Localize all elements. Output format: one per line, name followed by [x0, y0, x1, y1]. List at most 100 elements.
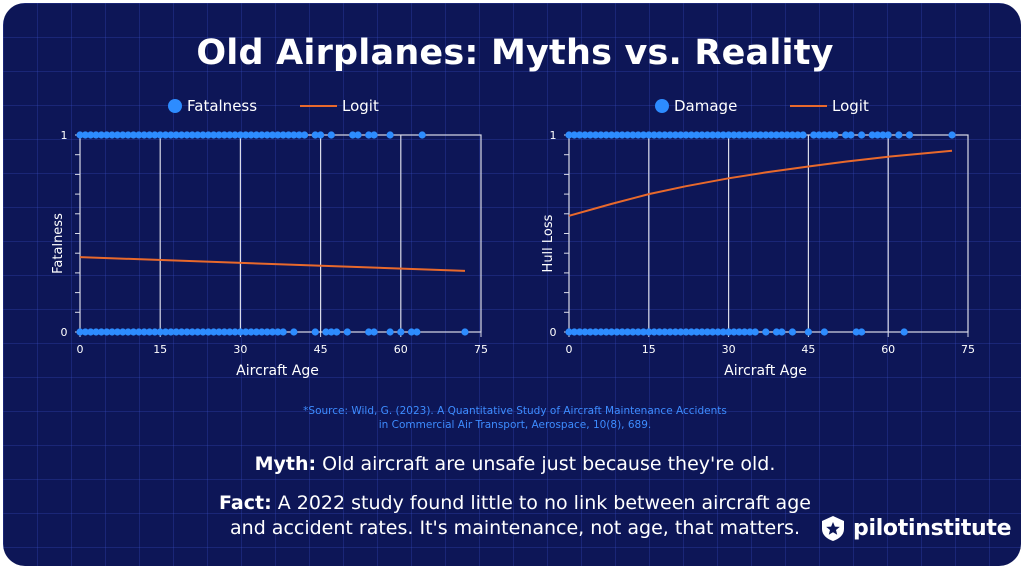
- data-point: [629, 131, 637, 139]
- data-point: [199, 328, 207, 336]
- data-point: [735, 328, 743, 336]
- data-point: [756, 131, 765, 139]
- data-point: [634, 131, 642, 139]
- data-point: [161, 328, 170, 336]
- data-point: [661, 131, 669, 139]
- data-point: [172, 328, 180, 336]
- data-point: [655, 328, 664, 336]
- data-point: [140, 328, 148, 336]
- data-point: [236, 328, 244, 336]
- data-point: [135, 328, 143, 336]
- data-point: [778, 328, 786, 336]
- chart-1: 0 15 30 45 60 75 1 0 Aircraft Age Fatalness Fataln…: [51, 97, 488, 379]
- data-point: [677, 131, 685, 139]
- data-point: [826, 131, 834, 139]
- data-point: [746, 328, 754, 336]
- data-point: [597, 131, 605, 139]
- data-point: [767, 131, 775, 139]
- data-point: [735, 131, 743, 139]
- data-point: [639, 131, 648, 139]
- data-point: [199, 131, 207, 139]
- data-point: [714, 131, 722, 139]
- data-point: [623, 328, 632, 336]
- x-tick-label: 30: [233, 343, 247, 356]
- x-tick-label: 75: [961, 343, 975, 356]
- data-point: [794, 131, 802, 139]
- data-point: [81, 328, 89, 336]
- data-point: [236, 131, 244, 139]
- chart-2: 0 15 30 45 60 75 1 0 Aircraft Age Hull Loss Damage…: [541, 97, 975, 379]
- data-point: [311, 131, 319, 139]
- data-point: [124, 328, 132, 336]
- data-point: [226, 131, 234, 139]
- data-point: [613, 328, 621, 336]
- data-point: [719, 328, 727, 336]
- data-point: [852, 328, 860, 336]
- data-point: [386, 328, 394, 336]
- data-point: [772, 131, 781, 139]
- data-point: [108, 131, 116, 139]
- data-point: [650, 131, 658, 139]
- data-point: [639, 328, 648, 336]
- data-point: [204, 131, 212, 139]
- charts-area: 0 15 30 45 60 75 1 0 Aircraft Age Fatalness Fataln…: [51, 97, 975, 379]
- data-point: [151, 131, 159, 139]
- data-point: [623, 131, 632, 139]
- data-point: [602, 131, 610, 139]
- data-point: [671, 328, 680, 336]
- data-point: [581, 328, 589, 336]
- data-point: [693, 328, 701, 336]
- data-point: [87, 131, 95, 139]
- data-point: [103, 328, 111, 336]
- data-point: [274, 131, 282, 139]
- legend-label-points: Damage: [674, 97, 737, 115]
- data-point: [343, 328, 351, 336]
- data-point: [145, 131, 154, 139]
- data-point: [177, 328, 186, 336]
- data-point: [709, 131, 717, 139]
- data-point: [751, 328, 759, 336]
- logit-line: [568, 149, 953, 217]
- data-point: [677, 328, 685, 336]
- data-point: [586, 328, 594, 336]
- data-point: [322, 328, 330, 336]
- plot-frame: [568, 134, 969, 333]
- data-point: [210, 328, 218, 336]
- data-point: [279, 328, 287, 336]
- data-point: [274, 328, 282, 336]
- data-point: [820, 328, 828, 336]
- data-point: [783, 131, 791, 139]
- x-tick-label: 60: [881, 343, 895, 356]
- data-point: [618, 131, 626, 139]
- data-point: [407, 328, 416, 336]
- data-point: [92, 328, 100, 336]
- data-point: [87, 328, 95, 336]
- data-point: [655, 131, 664, 139]
- data-point: [576, 328, 584, 336]
- data-point: [231, 131, 239, 139]
- data-point: [231, 328, 239, 336]
- data-point: [81, 131, 89, 139]
- data-point: [167, 131, 175, 139]
- data-point: [290, 131, 298, 139]
- data-point: [97, 328, 105, 336]
- x-tick-label: 45: [801, 343, 815, 356]
- data-point: [645, 131, 653, 139]
- data-point: [284, 131, 293, 139]
- data-point: [868, 131, 876, 139]
- data-point: [119, 328, 127, 336]
- data-point: [719, 131, 727, 139]
- data-point: [725, 131, 733, 139]
- data-point: [177, 131, 186, 139]
- data-point: [607, 328, 616, 336]
- data-point: [317, 131, 325, 139]
- data-point: [258, 328, 266, 336]
- data-point: [349, 131, 357, 139]
- data-point: [570, 131, 578, 139]
- fact-label: Fact:: [219, 492, 272, 514]
- data-point: [97, 131, 105, 139]
- data-point: [895, 131, 903, 139]
- data-point: [413, 328, 421, 336]
- x-axis-label: Aircraft Age: [236, 363, 319, 379]
- data-point: [634, 328, 642, 336]
